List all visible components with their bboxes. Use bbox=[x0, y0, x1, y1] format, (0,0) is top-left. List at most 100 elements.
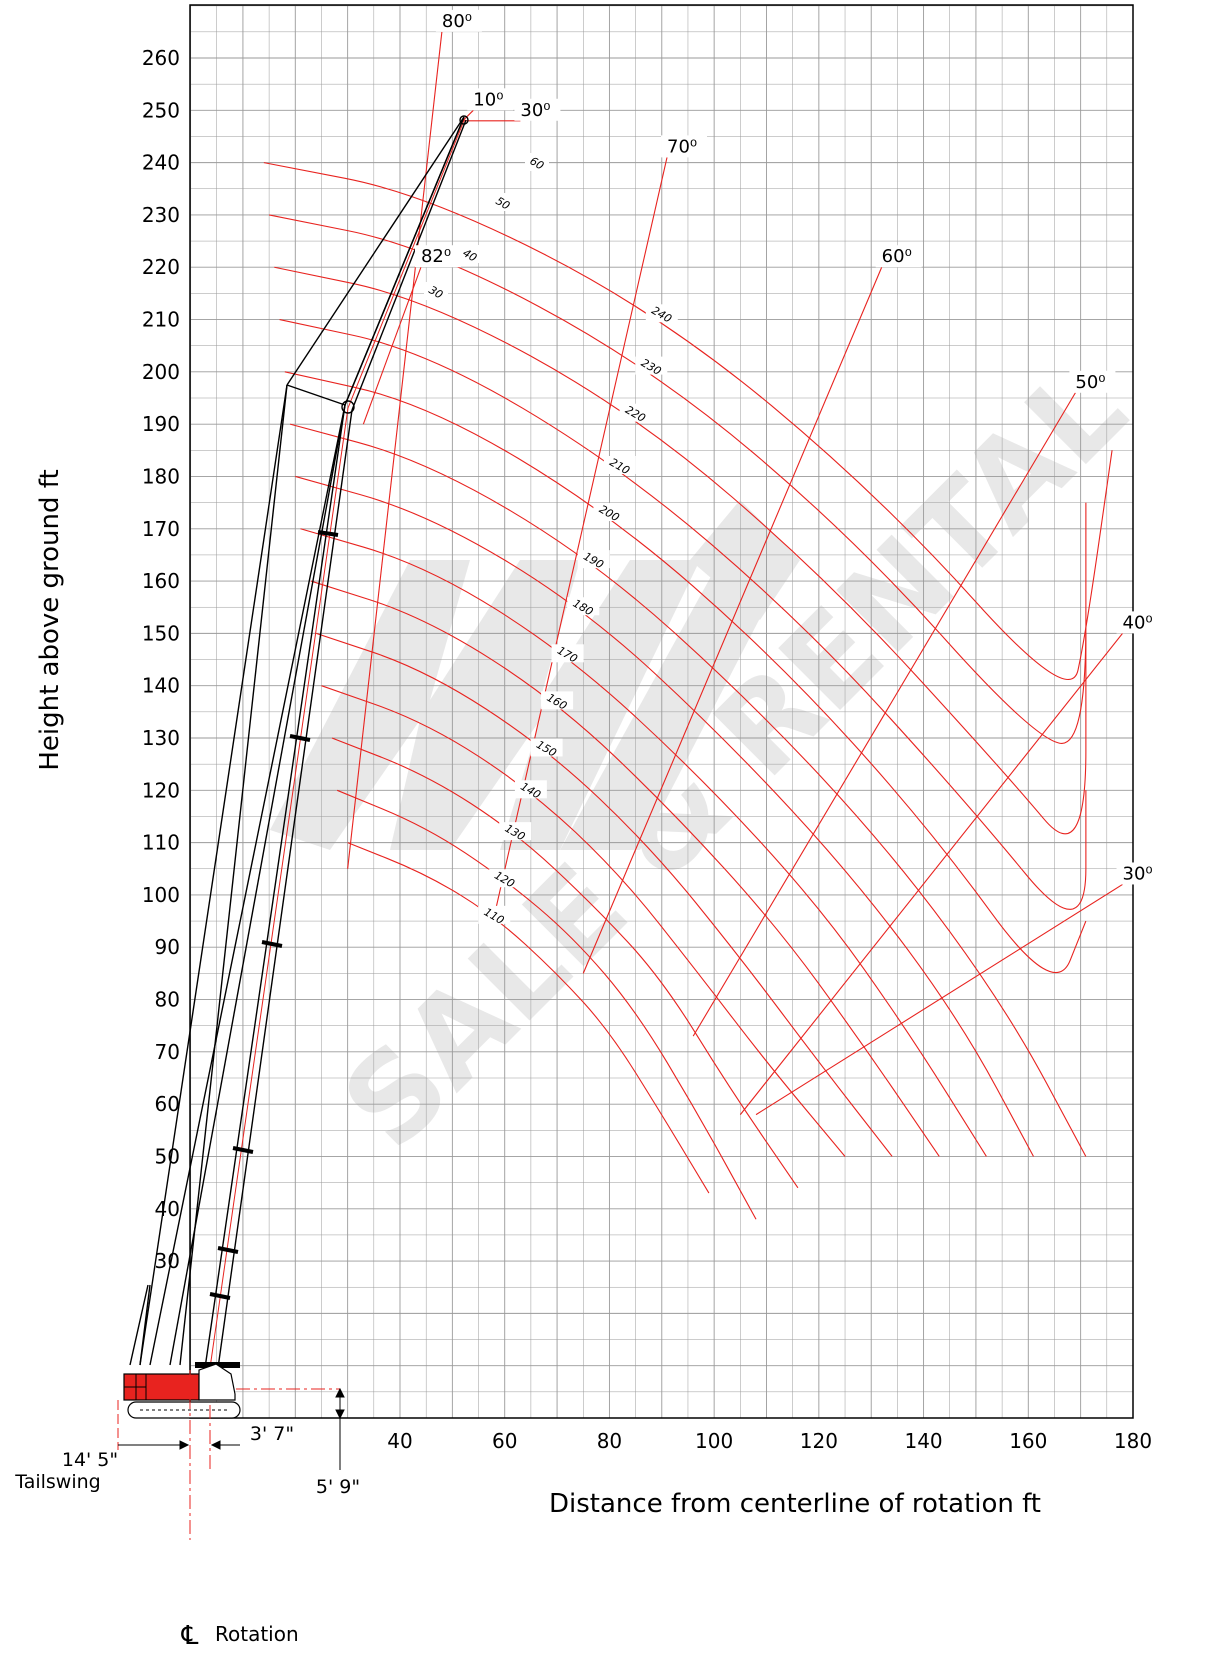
x-tick-label: 60 bbox=[492, 1429, 517, 1453]
radius-arc-120 bbox=[336, 789, 757, 1220]
boom-angle-line bbox=[347, 31, 443, 869]
y-tick-label: 50 bbox=[155, 1144, 180, 1168]
radius-arc-label-bg bbox=[514, 780, 547, 799]
pivot-offset-value: 3' 7" bbox=[250, 1423, 294, 1445]
y-tick-label: 220 bbox=[142, 255, 180, 279]
boom-angle-line bbox=[755, 883, 1123, 1116]
boom-angle-label: 70⁰ bbox=[667, 136, 697, 157]
boom-angle-label: 30⁰ bbox=[1123, 863, 1153, 884]
plot-frame bbox=[189, 4, 1134, 1419]
x-tick-label: 40 bbox=[387, 1429, 412, 1453]
grid bbox=[189, 4, 1134, 1419]
boom-angle-line bbox=[582, 267, 883, 974]
x-axis-label: Distance from centerline of rotation ft bbox=[549, 1489, 1041, 1519]
jib-offset-label: 50 bbox=[493, 194, 512, 212]
jib-offset-label: 40 bbox=[460, 246, 479, 264]
boom-angle-label-bg bbox=[435, 9, 482, 32]
y-tick-label: 80 bbox=[155, 988, 180, 1012]
y-tick-label: 110 bbox=[142, 831, 180, 855]
y-tick-label: 190 bbox=[142, 412, 180, 436]
radius-arc-label-bg bbox=[635, 356, 668, 375]
radius-arc-label-bg bbox=[567, 597, 600, 616]
y-tick-label: 70 bbox=[155, 1040, 180, 1064]
radius-arc-220 bbox=[274, 266, 1087, 835]
y-tick-label: 100 bbox=[142, 883, 180, 907]
y-tick-label: 200 bbox=[142, 360, 180, 384]
tailswing-caption: Tailswing bbox=[14, 1471, 100, 1493]
x-tick-label: 180 bbox=[1114, 1429, 1152, 1453]
radius-arc-240 bbox=[263, 162, 1113, 680]
x-tick-label: 120 bbox=[800, 1429, 838, 1453]
boom-angle-label-bg bbox=[1116, 611, 1163, 634]
x-tick-label: 140 bbox=[904, 1429, 942, 1453]
axis-ticks: 40 60 80 100 120 140 160 180 30 40 50 60 70 80 90 100 11… bbox=[142, 46, 1152, 1453]
boom-angle-label-bg bbox=[1116, 862, 1163, 885]
dimension-lines bbox=[117, 1370, 340, 1540]
radius-arc-190 bbox=[289, 423, 1087, 1157]
boom-angle-label-bg bbox=[414, 245, 461, 268]
x-tick-label: 160 bbox=[1009, 1429, 1047, 1453]
radius-arc-label-bg bbox=[619, 403, 652, 422]
y-tick-label: 160 bbox=[142, 569, 180, 593]
radius-arc-label-bg bbox=[577, 550, 610, 569]
boom-angle-label: 82⁰ bbox=[421, 246, 451, 267]
y-tick-label: 210 bbox=[142, 308, 180, 332]
y-tick-label: 260 bbox=[142, 46, 180, 70]
radius-arc-200 bbox=[284, 371, 1087, 974]
y-tick-label: 60 bbox=[155, 1092, 180, 1116]
crane-base bbox=[123, 1363, 241, 1419]
y-tick-label: 230 bbox=[142, 203, 180, 227]
radius-arcs bbox=[263, 162, 1113, 1220]
rotation-centerline-icon: ℄ bbox=[181, 1621, 199, 1651]
boom-angle-label: 30⁰ bbox=[520, 100, 550, 121]
y-tick-label: 180 bbox=[142, 464, 180, 488]
radius-arc-label-bg bbox=[645, 304, 678, 323]
radius-arc-230 bbox=[268, 214, 1087, 744]
radius-arc-label-bg bbox=[478, 905, 511, 924]
radius-arc-label-bg bbox=[603, 456, 636, 474]
y-tick-label: 90 bbox=[155, 935, 180, 959]
radius-arc-140 bbox=[321, 685, 846, 1157]
y-tick-label: 40 bbox=[155, 1197, 180, 1221]
radius-arc-170 bbox=[300, 528, 987, 1157]
y-tick-label: 130 bbox=[142, 726, 180, 750]
y-tick-label: 250 bbox=[142, 98, 180, 122]
radius-arc-label-bg bbox=[593, 503, 626, 522]
x-tick-label: 80 bbox=[597, 1429, 622, 1453]
radius-arc-label-bg bbox=[499, 822, 532, 841]
boom-angle-line bbox=[692, 392, 1076, 1037]
boom-angle-label: 80⁰ bbox=[442, 11, 472, 32]
dimension-labels: 14' 5" Tailswing 3' 7" 5' 9" ℄ Rotation bbox=[14, 1423, 360, 1651]
jib-offset-label-bg bbox=[424, 282, 448, 300]
radius-arc-160 bbox=[310, 580, 940, 1157]
pivot-height-value: 5' 9" bbox=[316, 1476, 360, 1498]
y-tick-label: 120 bbox=[142, 778, 180, 802]
radius-arc-150 bbox=[316, 632, 893, 1157]
jib-offset-label: 30 bbox=[426, 283, 445, 301]
radius-arc-110 bbox=[347, 842, 710, 1194]
y-tick-label: 30 bbox=[155, 1249, 180, 1273]
radius-arc-label-bg bbox=[541, 691, 574, 710]
y-tick-label: 170 bbox=[142, 517, 180, 541]
radius-arc-label-bg bbox=[530, 738, 563, 757]
y-axis-label: Height above ground ft bbox=[35, 469, 65, 770]
x-tick-label: 100 bbox=[695, 1429, 733, 1453]
radius-arc-210 bbox=[279, 319, 1087, 910]
curve-labels: 1101201301401501601701801902002102202302… bbox=[414, 9, 1163, 927]
boom-angle-label-bg bbox=[467, 88, 514, 111]
radius-arc-label-bg bbox=[551, 644, 584, 663]
radius-arc-130 bbox=[331, 737, 799, 1189]
y-tick-label: 240 bbox=[142, 151, 180, 175]
boom-angle-label-bg bbox=[661, 135, 708, 158]
boom-angle-label: 60⁰ bbox=[882, 246, 912, 267]
boom-angle-label-bg bbox=[514, 98, 561, 121]
boom-angle-label: 40⁰ bbox=[1123, 612, 1153, 633]
jib-offset-label-bg bbox=[525, 153, 549, 171]
boom-angle-label-bg bbox=[875, 245, 922, 268]
boom-angle-label: 10⁰ bbox=[473, 89, 503, 110]
jib-offset-label: 60 bbox=[527, 154, 546, 172]
dimension-arrows bbox=[118, 1387, 345, 1470]
boom-angle-label: 50⁰ bbox=[1075, 372, 1105, 393]
y-tick-label: 150 bbox=[142, 621, 180, 645]
